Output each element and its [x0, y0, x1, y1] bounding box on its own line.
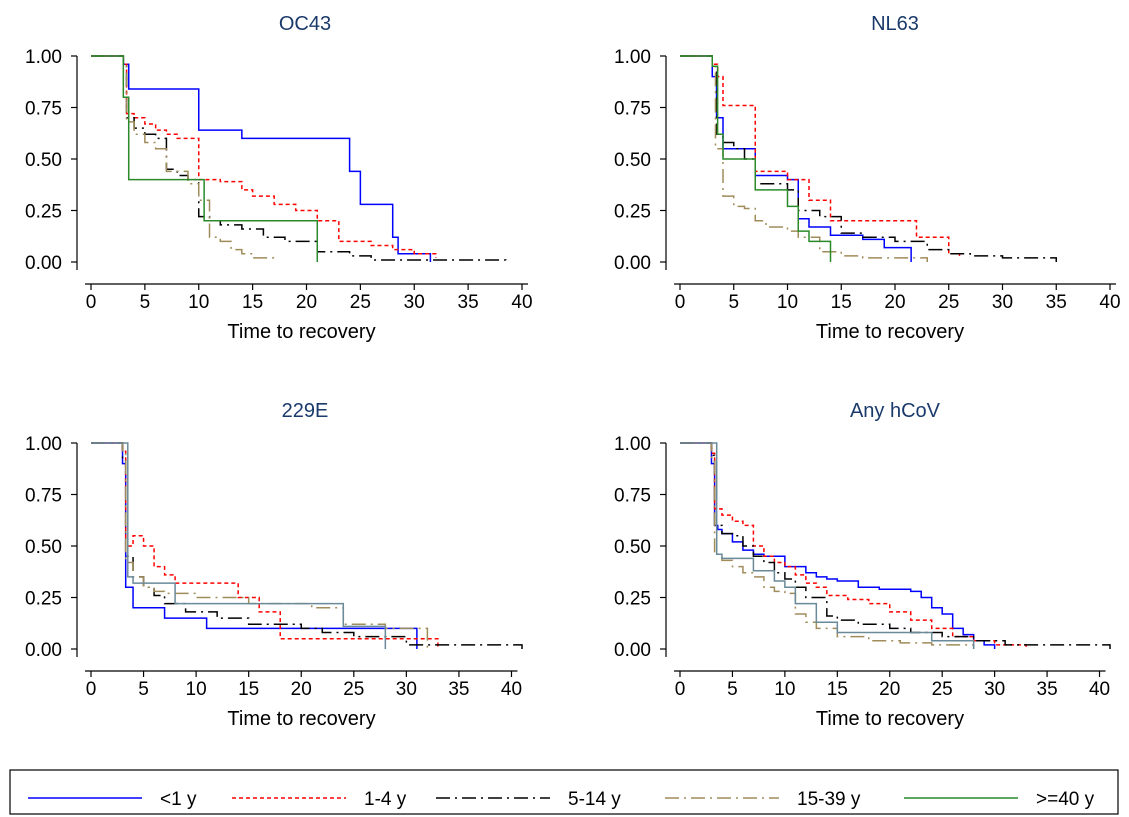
y-tick-label: 0.75	[614, 99, 651, 120]
series-line-15-39-y	[680, 55, 928, 262]
series-line-15-39-y	[91, 55, 275, 259]
series-line-5-14-y	[91, 442, 523, 649]
x-tick-label: 40	[511, 292, 532, 313]
y-tick-label: 0.00	[25, 253, 62, 274]
series-line-15-39-y	[680, 442, 975, 649]
series-line-5-14-y	[680, 442, 1111, 649]
legend-label: 15-39 y	[797, 789, 861, 810]
x-tick-label: 40	[1099, 292, 1120, 313]
x-axis-label: Time to recovery	[227, 321, 375, 343]
y-tick-label: 0.25	[25, 589, 62, 610]
panel-title: OC43	[279, 13, 331, 35]
legend-label: <1 y	[160, 789, 197, 810]
x-tick-label: 40	[501, 679, 522, 700]
legend-label: >=40 y	[1036, 789, 1095, 810]
x-tick-label: 10	[777, 292, 798, 313]
x-axis-label: Time to recovery	[816, 708, 964, 730]
x-tick-label: 15	[238, 679, 259, 700]
panel-title: NL63	[871, 13, 919, 35]
legend-label: 1-4 y	[364, 789, 407, 810]
panel-229e: 229E 0.00 0.25 0.50 0.75 1.00 0 5 10 15 20 25 30 35 40…	[25, 400, 523, 730]
series-line-1-4-y	[680, 442, 1027, 649]
series-line-5-14-y	[91, 55, 507, 262]
legend-label: 5-14 y	[568, 789, 621, 810]
y-tick-label: 1.00	[614, 47, 651, 68]
panel-title: Any hCoV	[850, 400, 941, 422]
x-axis-label: Time to recovery	[816, 321, 964, 343]
x-tick-label: 5	[728, 292, 739, 313]
y-tick-label: 0.25	[25, 202, 62, 223]
x-tick-label: 20	[879, 679, 900, 700]
y-tick-label: 0.25	[614, 202, 651, 223]
x-tick-label: 25	[938, 292, 959, 313]
x-tick-label: 25	[350, 292, 371, 313]
series-line-40-y	[91, 442, 387, 649]
x-tick-label: 15	[242, 292, 263, 313]
panels: OC43 0.00 0.25 0.50 0.75 1.00 0 5 10 15 20 25 30 35 40…	[25, 13, 1121, 730]
panel-any-hcov: Any hCoV 0.00 0.25 0.50 0.75 1.00 0 5 10 15 20 25 30…	[614, 400, 1111, 730]
y-tick-label: 1.00	[614, 434, 651, 455]
x-tick-label: 20	[884, 292, 905, 313]
y-tick-label: 0.25	[614, 589, 651, 610]
x-tick-label: 35	[1046, 292, 1067, 313]
x-tick-label: 30	[984, 679, 1005, 700]
x-tick-label: 0	[86, 292, 97, 313]
x-tick-label: 15	[831, 292, 852, 313]
x-tick-label: 15	[827, 679, 848, 700]
y-tick-label: 0.00	[614, 640, 651, 661]
y-tick-label: 0.75	[25, 99, 62, 120]
x-tick-label: 10	[188, 292, 209, 313]
y-tick-label: 0.75	[614, 486, 651, 507]
y-tick-label: 0.00	[614, 253, 651, 274]
x-tick-label: 0	[675, 679, 686, 700]
y-tick-label: 0.50	[614, 537, 651, 558]
series-line-15-39-y	[91, 442, 429, 649]
x-tick-label: 20	[291, 679, 312, 700]
x-tick-label: 10	[774, 679, 795, 700]
x-tick-label: 0	[86, 679, 97, 700]
x-tick-label: 30	[992, 292, 1013, 313]
panel-nl63: NL63 0.00 0.25 0.50 0.75 1.00 0 5 10 15 20 25 30 35 40…	[614, 13, 1121, 343]
series-line-1-y	[91, 55, 432, 262]
y-tick-label: 0.75	[25, 486, 62, 507]
y-tick-label: 0.50	[25, 537, 62, 558]
y-tick-label: 0.50	[25, 150, 62, 171]
x-tick-label: 5	[140, 292, 151, 313]
series-line-40-y	[680, 442, 975, 649]
panel-title: 229E	[282, 400, 329, 422]
x-tick-label: 35	[1037, 679, 1058, 700]
x-tick-label: 40	[1089, 679, 1110, 700]
legend: <1 y 1-4 y 5-14 y 15-39 y >=40 y	[9, 769, 1119, 815]
x-tick-label: 30	[404, 292, 425, 313]
y-tick-label: 1.00	[25, 434, 62, 455]
x-tick-label: 25	[932, 679, 953, 700]
x-tick-label: 20	[296, 292, 317, 313]
x-axis-label: Time to recovery	[227, 708, 375, 730]
series-line-1-y	[91, 442, 418, 649]
x-tick-label: 0	[675, 292, 686, 313]
x-tick-label: 30	[396, 679, 417, 700]
series-line-40-y	[680, 55, 832, 262]
x-tick-label: 35	[458, 292, 479, 313]
x-tick-label: 25	[343, 679, 364, 700]
series-line-40-y	[91, 55, 319, 262]
x-tick-label: 5	[138, 679, 149, 700]
x-tick-label: 10	[186, 679, 207, 700]
series-line-1-4-y	[91, 442, 439, 649]
series-line-1-4-y	[680, 55, 961, 256]
series-line-1-4-y	[91, 55, 437, 258]
y-tick-label: 0.50	[614, 150, 651, 171]
x-tick-label: 35	[448, 679, 469, 700]
legend-box	[9, 769, 1119, 815]
series-line-5-14-y	[680, 55, 1057, 262]
y-tick-label: 0.00	[25, 640, 62, 661]
panel-oc43: OC43 0.00 0.25 0.50 0.75 1.00 0 5 10 15 20 25 30 35 40…	[25, 13, 533, 343]
x-tick-label: 5	[727, 679, 738, 700]
y-tick-label: 1.00	[25, 47, 62, 68]
